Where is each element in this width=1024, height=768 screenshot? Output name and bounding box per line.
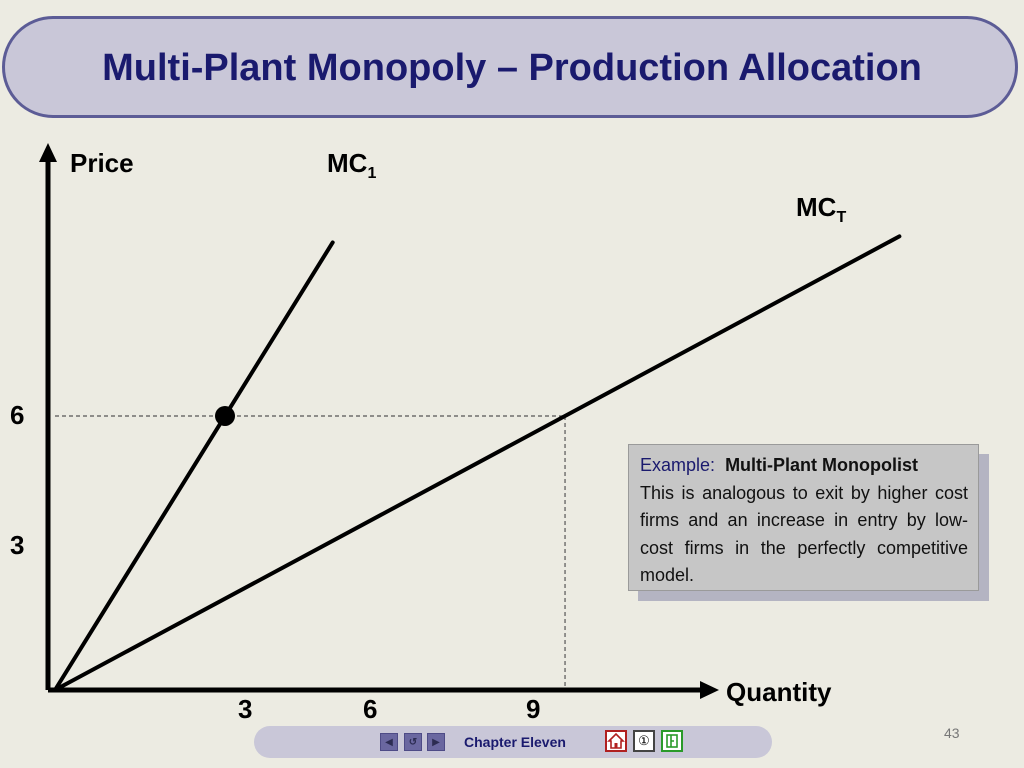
home-icon-glyph (607, 732, 625, 749)
mc1-label: MC1 (327, 148, 376, 183)
y-tick-label: 3 (10, 530, 25, 560)
x-tick-label: 9 (526, 694, 541, 724)
x-tick-label: 6 (363, 694, 378, 724)
x-axis-label: Quantity (726, 677, 832, 707)
info-icon-glyph: ① (638, 733, 650, 748)
y-tick-label: 6 (10, 400, 25, 430)
curve-mct (53, 234, 902, 692)
x-tick-label: 3 (238, 694, 253, 724)
home-icon[interactable] (605, 730, 627, 752)
navigation-bar: ◀ ↺ ▶ Chapter Eleven ① (254, 726, 772, 758)
example-heading: Multi-Plant Monopolist (725, 455, 919, 475)
highlight-point (215, 405, 236, 426)
mc1-label-main: MC (327, 148, 368, 178)
example-body: This is analogous to exit by higher cost… (640, 482, 968, 586)
slide-title: Multi-Plant Monopoly – Production Alloca… (102, 47, 922, 89)
info-icon[interactable]: ① (633, 730, 655, 752)
chapter-label[interactable]: Chapter Eleven (464, 734, 566, 750)
exit-icon[interactable] (661, 730, 683, 752)
title-banner (2, 16, 1018, 118)
mct-label: MCT (796, 192, 846, 227)
points (215, 405, 236, 426)
mc1-label-sub: 1 (367, 165, 377, 183)
y-axis-arrow (39, 143, 57, 162)
example-box: Example: Multi-Plant Monopolist This is … (628, 444, 979, 591)
page-number: 43 (944, 725, 960, 741)
mct-label-main: MC (796, 192, 837, 222)
curves (53, 234, 902, 692)
next-icon[interactable]: ▶ (427, 733, 445, 751)
y-axis-label: Price (70, 148, 134, 178)
previous-icon[interactable]: ◀ (380, 733, 398, 751)
exit-icon-glyph (666, 734, 678, 748)
return-icon[interactable]: ↺ (404, 733, 422, 751)
reference-lines (55, 415, 566, 690)
example-prefix: Example: (640, 455, 716, 475)
x-axis-arrow (700, 681, 719, 699)
example-header: Example: Multi-Plant Monopolist (640, 452, 968, 480)
axes (39, 143, 719, 699)
curve-mc1 (53, 240, 335, 692)
mct-label-sub: T (836, 209, 847, 227)
